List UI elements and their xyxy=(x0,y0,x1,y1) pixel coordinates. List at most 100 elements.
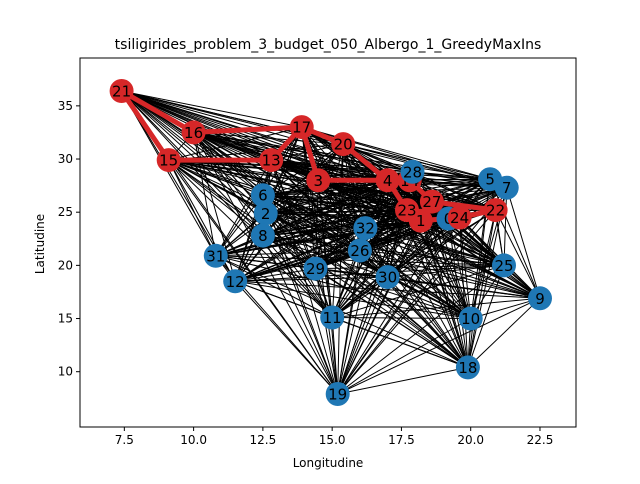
graph-edge xyxy=(168,159,333,318)
visited-node xyxy=(306,168,331,193)
unvisited-node xyxy=(353,216,378,241)
graph-edge xyxy=(317,180,339,395)
x-tick-label: 17.5 xyxy=(388,433,415,447)
graph-edge xyxy=(262,235,339,395)
y-tick-label: 25 xyxy=(58,205,73,219)
graph-edge xyxy=(235,264,505,282)
x-tick-label: 10.0 xyxy=(180,433,207,447)
x-tick-label: 15.0 xyxy=(319,433,346,447)
graph-edge xyxy=(342,143,366,229)
graph-edge xyxy=(364,227,469,368)
graph-edge xyxy=(337,144,344,395)
graph-edge xyxy=(359,250,541,299)
graph-edge xyxy=(215,255,388,278)
visited-node xyxy=(395,198,419,223)
graph-edge xyxy=(412,171,496,211)
visited-node xyxy=(447,205,472,230)
node-label: 32 xyxy=(356,220,375,238)
graph-edge xyxy=(301,126,469,368)
graph-edge xyxy=(193,132,217,256)
graph-edge xyxy=(121,90,507,189)
y-tick-label: 20 xyxy=(58,258,73,272)
node-label: 21 xyxy=(112,83,131,101)
unvisited-node xyxy=(400,159,425,184)
node-label: 9 xyxy=(535,290,545,308)
graph-edge xyxy=(193,131,496,211)
y-tick-label: 10 xyxy=(58,365,73,379)
graph-edge xyxy=(467,265,505,368)
unvisited-node xyxy=(375,265,400,290)
x-tick-label: 22.5 xyxy=(527,433,554,447)
node-label: 22 xyxy=(486,202,505,220)
graph-edge xyxy=(387,209,496,278)
route-segment xyxy=(119,88,172,163)
graph-edge xyxy=(301,126,361,251)
visited-node xyxy=(375,168,400,193)
plot-area-frame xyxy=(79,57,577,428)
graph-edge xyxy=(331,317,339,395)
graph-edge xyxy=(193,131,361,251)
graph-edge xyxy=(387,276,469,368)
graph-edge xyxy=(337,217,461,395)
node-label: 4 xyxy=(383,172,393,190)
graph-edge xyxy=(459,217,469,368)
visited-node xyxy=(259,148,284,173)
graph-edge xyxy=(506,187,541,299)
unvisited-node xyxy=(250,223,275,248)
graph-edge xyxy=(337,276,389,395)
graph-edge xyxy=(215,250,360,257)
graph-edge xyxy=(342,143,389,278)
graph-edge xyxy=(365,227,505,266)
graph-edge xyxy=(121,90,361,251)
node-label: 23 xyxy=(397,202,416,220)
graph-edge xyxy=(235,280,541,299)
unvisited-node xyxy=(494,175,519,200)
y-tick-label: 35 xyxy=(58,99,73,113)
node-label: 10 xyxy=(461,310,480,328)
graph-edge xyxy=(318,179,541,299)
graph-edge xyxy=(359,250,505,266)
graph-edge xyxy=(168,159,316,270)
graph-edge xyxy=(270,159,316,269)
graph-edge xyxy=(265,213,339,395)
graph-edge xyxy=(315,143,344,269)
graph-edge xyxy=(168,159,505,266)
unvisited-node xyxy=(347,238,372,263)
graph-edge xyxy=(168,159,410,181)
chart-title: tsiligirides_problem_3_budget_050_Alberg… xyxy=(115,37,542,53)
graph-edge xyxy=(168,159,217,257)
visited-node xyxy=(419,189,444,214)
graph-edge xyxy=(337,366,469,395)
graph-nodes: 0123456789101112131415161718192021222324… xyxy=(109,79,552,406)
graph-edge xyxy=(387,264,505,278)
node-label: 29 xyxy=(306,260,325,278)
node-label: 5 xyxy=(485,171,495,189)
y-tick-label: 15 xyxy=(58,312,73,326)
graph-edge xyxy=(332,264,505,318)
graph-edge xyxy=(301,127,316,269)
graph-edge xyxy=(215,159,272,257)
node-label: 27 xyxy=(422,193,441,211)
node-label: 11 xyxy=(323,309,342,327)
node-label: 3 xyxy=(314,172,324,190)
node-label: 16 xyxy=(184,124,203,142)
visited-node xyxy=(109,79,134,103)
unvisited-node xyxy=(325,382,350,406)
visited-node xyxy=(331,132,356,157)
graph-edge xyxy=(343,143,413,173)
graph-edge xyxy=(470,297,541,319)
graph-edge xyxy=(467,210,497,368)
unvisited-node xyxy=(492,253,516,278)
graph-edge xyxy=(406,209,469,368)
node-label: 13 xyxy=(262,152,281,170)
graph-edge xyxy=(235,268,316,282)
graph-edge xyxy=(121,90,302,128)
node-label: 25 xyxy=(494,257,513,275)
visited-node xyxy=(289,115,314,140)
unvisited-node xyxy=(458,306,483,331)
unvisited-node xyxy=(250,183,275,208)
graph-edge xyxy=(121,90,469,368)
graph-edge xyxy=(337,297,541,395)
